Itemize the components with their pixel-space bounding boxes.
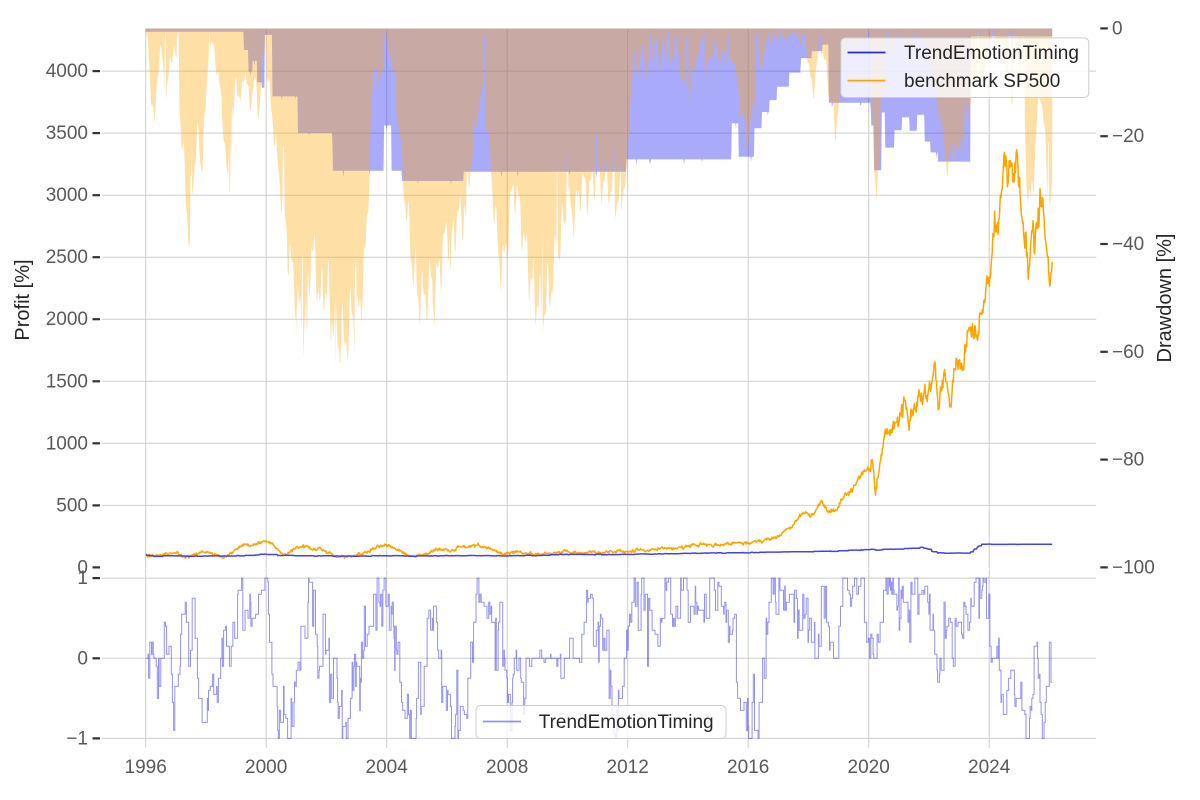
svg-text:1: 1 — [77, 568, 88, 589]
svg-text:−100: −100 — [1112, 557, 1155, 578]
svg-text:0: 0 — [77, 557, 88, 578]
svg-text:2000: 2000 — [245, 757, 287, 778]
svg-text:−80: −80 — [1112, 450, 1144, 471]
svg-text:1000: 1000 — [46, 433, 88, 454]
svg-text:2020: 2020 — [848, 757, 890, 778]
svg-text:TrendEmotionTiming: TrendEmotionTiming — [539, 712, 714, 733]
svg-text:4000: 4000 — [46, 61, 88, 82]
svg-text:2000: 2000 — [46, 309, 88, 330]
svg-text:0: 0 — [77, 648, 88, 669]
svg-text:2004: 2004 — [366, 757, 409, 778]
svg-text:500: 500 — [56, 495, 88, 516]
svg-text:−40: −40 — [1112, 234, 1144, 255]
svg-text:1500: 1500 — [46, 371, 88, 392]
svg-text:Profit [%]: Profit [%] — [12, 259, 34, 340]
svg-text:Drawdown [%]: Drawdown [%] — [1154, 234, 1176, 363]
svg-text:2500: 2500 — [46, 247, 88, 268]
svg-text:−1: −1 — [66, 728, 88, 749]
svg-text:2024: 2024 — [968, 757, 1011, 778]
svg-text:2012: 2012 — [607, 757, 649, 778]
svg-text:2016: 2016 — [727, 757, 769, 778]
svg-text:3000: 3000 — [46, 185, 88, 206]
svg-text:0: 0 — [1112, 18, 1123, 39]
svg-text:1996: 1996 — [125, 757, 167, 778]
svg-text:2008: 2008 — [486, 757, 528, 778]
svg-text:−20: −20 — [1112, 126, 1144, 147]
svg-text:TrendEmotionTiming: TrendEmotionTiming — [904, 43, 1079, 64]
svg-text:−60: −60 — [1112, 342, 1144, 363]
svg-text:benchmark SP500: benchmark SP500 — [904, 71, 1060, 92]
svg-text:3500: 3500 — [46, 123, 88, 144]
